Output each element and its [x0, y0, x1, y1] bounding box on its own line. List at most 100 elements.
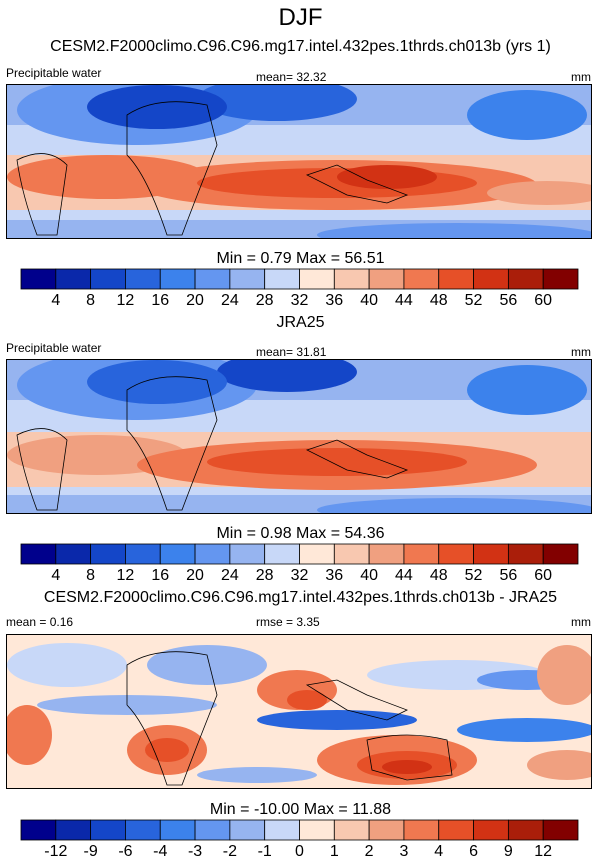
panel1-colorbar-box-12	[438, 268, 474, 290]
panel3-colorbar-box-5	[194, 819, 231, 841]
panel3-mean-label: mean = 0.16	[6, 615, 74, 629]
panel2-title: JRA25	[276, 314, 325, 331]
panel1-colorbar-tick-label: 48	[430, 292, 448, 309]
panel3-colorbar-tick-label: -12	[44, 843, 67, 860]
panel3-colorbar-box-10	[368, 819, 405, 841]
panel3-colorbar-tick-label: -2	[223, 843, 237, 860]
panel3-colorbar-tick-label: 12	[534, 843, 552, 860]
panel2-colorbar-tick-label: 28	[256, 567, 274, 584]
panel2-colorbar-svg: 4 8 12 16 20 24 28 32 36 40 44 48 52 56 60	[20, 543, 579, 584]
panel3-field	[7, 635, 591, 788]
panel3-colorbar-box-0	[20, 819, 57, 841]
panel1-colorbar-box-13	[473, 268, 509, 290]
panel2-colorbar-box-8	[299, 543, 335, 565]
panel2-colorbar-box-11	[403, 543, 440, 565]
panel1-colorbar-box-3	[125, 268, 161, 290]
panel3-colorbar-box-15	[542, 819, 579, 841]
panel3-colorbar-tick-label: -4	[153, 843, 167, 860]
panel3-colorbar-box-12	[438, 819, 474, 841]
panel2-colorbar-box-10	[368, 543, 405, 565]
panel1-units-label: mm	[571, 70, 591, 84]
panel3-colorbar-tick-label: 2	[365, 843, 374, 860]
panel3-colorbar-box-9	[333, 819, 370, 841]
panel3-colorbar-box-3	[125, 819, 161, 841]
panel3-colorbar-box-4	[159, 819, 196, 841]
panel1-colorbar-tick-label: 52	[465, 292, 483, 309]
panel1-variable-label: Precipitable water	[6, 66, 102, 80]
panel3-colorbar-tick-label: 6	[469, 843, 478, 860]
panel3-colorbar-tick-label: 0	[295, 843, 304, 860]
panel1-colorbar-tick-label: 4	[51, 292, 60, 309]
panel2-variable-label: Precipitable water	[6, 341, 102, 355]
panel3-map	[6, 634, 592, 789]
panel2-colorbar-box-2	[90, 543, 126, 565]
panel1-colorbar: 4 8 12 16 20 24 28 32 36 40 44 48 52 56 60	[20, 268, 579, 309]
panel2-colorbar-tick-label: 36	[325, 567, 343, 584]
panel2-colorbar-tick-label: 48	[430, 567, 448, 584]
panel1-colorbar-tick-label: 60	[534, 292, 552, 309]
panel2-colorbar-box-7	[264, 543, 300, 565]
panel1-colorbar-box-2	[90, 268, 126, 290]
panel1-colorbar-box-6	[229, 268, 266, 290]
panel2-colorbar-tick-label: 40	[360, 567, 378, 584]
panel2-colorbar-box-13	[473, 543, 509, 565]
panel2-colorbar-tick-label: 12	[117, 567, 135, 584]
panel3-colorbar-box-8	[299, 819, 335, 841]
panel2-units-label: mm	[571, 345, 591, 359]
panel3-colorbar-tick-label: 1	[330, 843, 339, 860]
panel3-title: CESM2.F2000climo.C96.C96.mg17.intel.432p…	[43, 589, 558, 606]
panel1-map	[6, 84, 592, 239]
panel2-colorbar-tick-label: 16	[151, 567, 169, 584]
panel3-colorbar-box-7	[264, 819, 300, 841]
panel1-colorbar-box-15	[542, 268, 579, 290]
panel1-colorbar-tick-label: 40	[360, 292, 378, 309]
panel3-colorbar-box-2	[90, 819, 126, 841]
panel2-min-max: Min = 0.98 Max = 54.36	[216, 525, 385, 542]
panel3-colorbar-tick-label: 9	[504, 843, 513, 860]
panel2-mean-label: mean= 31.81	[256, 345, 327, 359]
panel1-mean-label: mean= 32.32	[256, 70, 327, 84]
panel3-rmse-label: rmse = 3.35	[256, 615, 320, 629]
panel2-colorbar-tick-label: 52	[465, 567, 483, 584]
panel1-colorbar-box-4	[159, 268, 196, 290]
panel1-colorbar-tick-label: 32	[291, 292, 309, 309]
panel3-colorbar-box-1	[55, 819, 92, 841]
panel2-colorbar-box-14	[507, 543, 544, 565]
panel2-colorbar-box-12	[438, 543, 474, 565]
panel2-colorbar-tick-label: 44	[395, 567, 413, 584]
panel1-colorbar-box-10	[368, 268, 405, 290]
panel3-colorbar-box-14	[507, 819, 544, 841]
panel2-field	[7, 360, 591, 513]
panel1-colorbar-tick-label: 20	[186, 292, 204, 309]
panel3-units-label: mm	[571, 615, 591, 629]
panel2-colorbar-tick-label: 56	[499, 567, 517, 584]
panel3-colorbar-box-11	[403, 819, 440, 841]
panel2-colorbar-box-0	[20, 543, 57, 565]
panel2-colorbar-tick-label: 4	[51, 567, 60, 584]
panel1-colorbar-box-0	[20, 268, 57, 290]
panel1-colorbar-tick-label: 44	[395, 292, 413, 309]
panel3-colorbar-tick-label: 3	[399, 843, 408, 860]
panel1-colorbar-box-11	[403, 268, 440, 290]
panel1-colorbar-box-5	[194, 268, 231, 290]
panel1-colorbar-tick-label: 36	[325, 292, 343, 309]
panel3-colorbar-tick-label: -1	[258, 843, 272, 860]
panel2-colorbar-box-9	[333, 543, 370, 565]
panel1-colorbar-box-1	[55, 268, 92, 290]
panel3-colorbar-tick-label: 4	[434, 843, 443, 860]
panel3-colorbar-svg: -12 -9 -6 -4 -3 -2 -1 0 1 2 3 4 6 9 12	[20, 819, 579, 860]
panel3-colorbar-tick-label: -9	[84, 843, 98, 860]
panel2-colorbar-tick-label: 32	[291, 567, 309, 584]
panel2-colorbar-box-3	[125, 543, 161, 565]
panel1-colorbar-tick-label: 12	[117, 292, 135, 309]
panel1-title: CESM2.F2000climo.C96.C96.mg17.intel.432p…	[50, 38, 551, 55]
panel2-colorbar-box-15	[542, 543, 579, 565]
panel2-map	[6, 359, 592, 514]
panel3-colorbar-box-13	[473, 819, 509, 841]
panel1-colorbar-tick-label: 8	[86, 292, 95, 309]
panel2-colorbar-tick-label: 8	[86, 567, 95, 584]
panel2-colorbar-box-6	[229, 543, 266, 565]
panel2-colorbar-tick-label: 60	[534, 567, 552, 584]
panel1-colorbar-box-9	[333, 268, 370, 290]
panel1-colorbar-box-7	[264, 268, 300, 290]
